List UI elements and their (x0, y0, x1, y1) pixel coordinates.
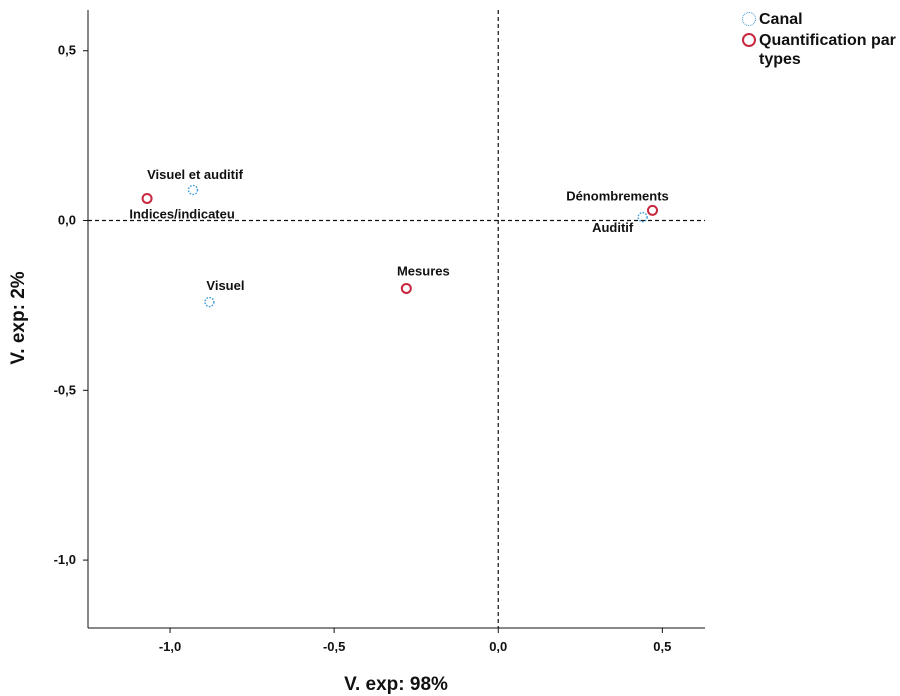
legend-label: Canal (759, 11, 803, 28)
data-point[interactable] (204, 296, 215, 308)
circle-icon (742, 33, 756, 47)
data-point[interactable] (637, 211, 648, 223)
legend: Canal Quantification par types (742, 10, 900, 71)
y-tick-label: 0,5 (58, 43, 76, 58)
legend-item-quantification[interactable]: Quantification par types (742, 31, 900, 69)
y-tick-label: -0,5 (54, 382, 76, 397)
data-point[interactable] (400, 282, 412, 294)
x-tick-label: 0,5 (653, 639, 671, 654)
point-label: Visuel et auditif (147, 167, 244, 182)
x-axis-title: V. exp: 98% (344, 674, 448, 695)
data-point[interactable] (187, 184, 199, 196)
dotted-circle-icon (742, 12, 756, 26)
ticks: -1,0 -0,5 0,0 0,5 0,5 0,0 -0,5 -1,0 (54, 43, 672, 654)
y-tick-label: -1,0 (54, 552, 76, 567)
point-label: Mesures (397, 263, 450, 278)
x-tick-label: 0,0 (489, 639, 507, 654)
data-points (141, 184, 658, 308)
point-label: Auditif (592, 220, 634, 235)
legend-label: Quantification par types (759, 32, 896, 68)
y-tick-label: 0,0 (58, 213, 76, 228)
point-label: Dénombrements (566, 188, 669, 203)
legend-item-canal[interactable]: Canal (742, 10, 900, 29)
data-point[interactable] (646, 204, 658, 216)
x-tick-label: -0,5 (323, 639, 345, 654)
axes (87, 10, 705, 629)
point-label: Indices/indicateu (129, 206, 235, 221)
data-point[interactable] (141, 192, 153, 204)
point-labels: Visuel et auditif Visuel Auditif Indices/in… (129, 167, 668, 293)
y-axis-title: V. exp: 2% (8, 271, 29, 364)
reference-lines (88, 10, 705, 628)
point-label: Visuel (206, 278, 244, 293)
x-tick-label: -1,0 (159, 639, 181, 654)
